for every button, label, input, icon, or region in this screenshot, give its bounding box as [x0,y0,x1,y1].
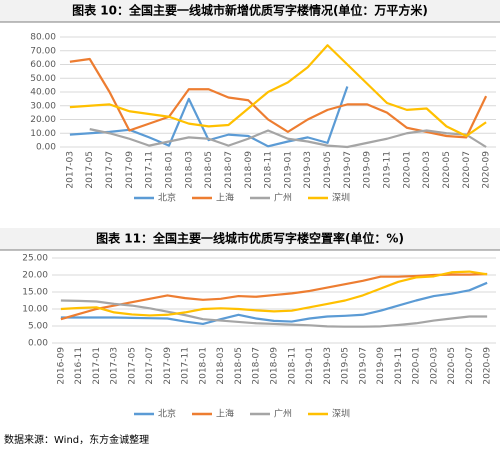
x-tick-label: 2020-07 [462,151,472,189]
x-tick-label: 2019-03 [323,347,333,385]
x-tick-label: 2019-05 [341,347,351,385]
x-tick-label: 2017-03 [65,151,75,189]
series-line [69,57,488,139]
y-tick-label: 25.00 [22,254,48,264]
x-tick-label: 2017-09 [125,151,135,189]
legend-label: 深圳 [332,193,350,204]
x-tick-label: 2019-07 [358,347,368,385]
x-tick-label: 2019-11 [394,347,404,385]
x-tick-label: 2018-07 [224,151,234,189]
x-tick-label: 2017-09 [163,347,173,385]
x-tick-label: 2016-09 [56,347,66,385]
y-tick-label: 70.00 [30,46,56,56]
x-tick-label: 2017-05 [127,347,137,385]
x-tick-label: 2020-05 [442,151,452,189]
x-tick-label: 2017-05 [85,151,95,189]
y-tick-label: 15.00 [22,288,48,298]
legend-label: 北京 [158,192,176,204]
x-tick-label: 2019-01 [283,151,293,189]
x-tick-label: 2018-01 [198,347,208,385]
series-line [69,86,349,148]
y-tick-label: 0.00 [28,339,48,349]
legend-label: 广州 [274,408,292,420]
x-tick-label: 2018-07 [252,347,262,385]
x-tick-label: 2019-05 [323,151,333,189]
x-tick-label: 2017-11 [145,151,155,189]
x-tick-label: 2018-09 [244,151,254,189]
x-tick-label: 2017-01 [92,347,102,385]
x-tick-label: 2020-01 [402,151,412,189]
x-tick-label: 2020-01 [412,347,422,385]
title-band [0,0,500,22]
x-tick-label: 2019-07 [343,151,353,189]
x-tick-label: 2016-11 [74,347,84,385]
series-line [60,281,488,326]
legend-label: 上海 [216,408,234,420]
x-tick-label: 2017-07 [145,347,155,385]
legend-label: 北京 [158,408,176,420]
y-tick-label: 30.00 [30,101,56,111]
x-tick-label: 2019-03 [303,151,313,189]
x-tick-label: 2019-01 [305,347,315,385]
y-tick-label: 60.00 [30,60,56,70]
x-tick-label: 2018-11 [287,347,297,385]
chart-title: 图表 10：全国主要一线城市新增优质写字楼情况(单位：万平方米) [72,3,428,18]
y-tick-label: 10.00 [30,129,56,139]
y-tick-label: 10.00 [22,305,48,315]
y-tick-label: 40.00 [30,88,56,98]
x-tick-label: 2018-05 [234,347,244,385]
x-tick-label: 2020-07 [465,347,475,385]
x-tick-label: 2018-05 [204,151,214,189]
x-tick-label: 2020-09 [483,347,493,385]
x-tick-label: 2020-03 [422,151,432,189]
x-tick-label: 2020-03 [429,347,439,385]
series-line [60,299,488,328]
x-tick-label: 2018-09 [270,347,280,385]
x-tick-label: 2019-09 [363,151,373,189]
x-tick-label: 2019-11 [383,151,393,189]
y-tick-label: 20.00 [22,271,48,281]
legend-label: 深圳 [332,409,350,420]
series-line [69,44,487,138]
chart-title: 图表 11：全国主要一线城市优质写字楼空置率(单位：%) [96,231,404,246]
x-tick-label: 2018-03 [184,151,194,189]
y-tick-label: 0.00 [36,143,56,153]
x-tick-label: 2018-01 [165,151,175,189]
x-tick-label: 2017-11 [181,347,191,385]
x-tick-label: 2019-09 [376,347,386,385]
title-band [0,228,500,250]
series-line [60,272,488,321]
x-tick-label: 2018-03 [216,347,226,385]
y-tick-label: 5.00 [28,322,48,332]
x-tick-label: 2020-05 [447,347,457,385]
source: 数据来源：Wind，东方金诚整理 [4,433,149,446]
series-line [60,270,488,317]
x-tick-label: 2020-09 [482,151,492,189]
y-tick-label: 20.00 [30,115,56,125]
y-tick-label: 50.00 [30,74,56,84]
x-tick-label: 2017-07 [105,151,115,189]
legend-label: 广州 [274,192,292,204]
y-tick-label: 80.00 [30,33,56,43]
legend-label: 上海 [216,192,234,204]
x-tick-label: 2017-03 [110,347,120,385]
series-line [89,128,487,149]
x-tick-label: 2018-11 [264,151,274,189]
